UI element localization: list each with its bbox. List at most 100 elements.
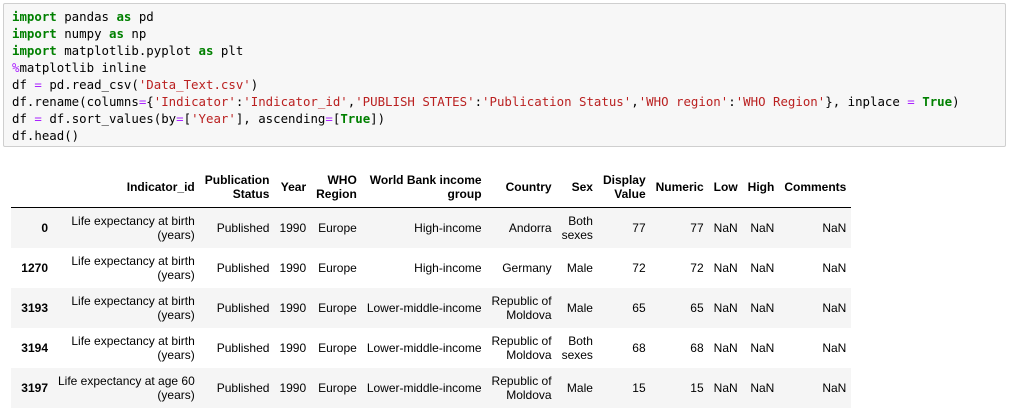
code-token: df.sort_values(by xyxy=(41,111,177,126)
code-token: pd xyxy=(131,9,154,24)
column-header-numeric: Numeric xyxy=(650,167,709,208)
cell-display-value: 15 xyxy=(598,368,651,408)
cell-text: Published xyxy=(216,300,270,315)
cell-text: NaN xyxy=(822,220,847,235)
cell-comments: NaN xyxy=(779,248,851,288)
cell-display-value: 72 xyxy=(598,248,651,288)
cell-text: High-income xyxy=(414,260,482,275)
cell-text: Europe xyxy=(318,300,357,315)
cell-country: Andorra xyxy=(487,208,557,248)
cell-who-region: Europe xyxy=(311,328,362,368)
cell-display-value: 77 xyxy=(598,208,651,248)
cell-text: NaN xyxy=(750,340,775,355)
code-token: [ xyxy=(332,111,341,126)
cell-text: Low xyxy=(713,180,738,194)
cell-text: sexes xyxy=(561,347,593,362)
column-header-country: Country xyxy=(486,167,557,208)
code-token: = xyxy=(907,94,915,109)
code-token: matplotlib inline xyxy=(19,60,147,75)
cell-comments: NaN xyxy=(779,368,851,408)
cell-low: NaN xyxy=(709,288,743,328)
cell-text: Published xyxy=(216,220,270,235)
cell-who-region: Europe xyxy=(311,368,362,408)
code-token: plt xyxy=(213,43,244,58)
column-header-low: Low xyxy=(708,167,743,208)
row-index: 3194 xyxy=(21,340,48,355)
table-row: 1270 Life expectancy at birth (years) Publi… xyxy=(11,247,852,288)
cell-text: (years) xyxy=(157,227,195,242)
cell-text: Europe xyxy=(318,380,357,395)
cell-world-bank-income-group: Lower-middle-income xyxy=(362,368,487,408)
table-row: 0 Life expectancy at birth (years) Publishe… xyxy=(11,207,852,248)
table-header-row: Indicator_id Publication Status Year WHO Regi… xyxy=(11,167,852,208)
row-index: 1270 xyxy=(21,260,48,275)
cell-high: NaN xyxy=(743,248,780,288)
cell-text: Year xyxy=(280,180,307,194)
code-token: pd.read_csv( xyxy=(41,77,139,92)
cell-text: 65 xyxy=(632,300,646,315)
code-token: : xyxy=(235,94,244,109)
code-token: df.head() xyxy=(12,128,80,143)
code-token: as xyxy=(108,26,124,41)
column-header-publication-status: Publication Status xyxy=(199,167,275,208)
cell-text: Numeric xyxy=(655,180,704,194)
code-token: }, inplace xyxy=(825,94,908,109)
cell-text: 15 xyxy=(690,380,704,395)
column-header-year: Year xyxy=(274,167,312,208)
cell-text: Life expectancy at birth xyxy=(71,213,195,228)
column-header-world-bank-income-group: World Bank income group xyxy=(361,167,487,208)
cell-comments: NaN xyxy=(779,328,851,368)
cell-text: 68 xyxy=(690,340,704,355)
row-index: 3197 xyxy=(21,380,48,395)
cell-text: 15 xyxy=(632,380,646,395)
code-token: df xyxy=(12,111,35,126)
cell-country: Republic of Moldova xyxy=(487,328,557,368)
cell-low: NaN xyxy=(709,208,743,248)
cell-text: 1990 xyxy=(279,260,307,275)
cell-text: 77 xyxy=(690,220,704,235)
cell-text: High xyxy=(747,180,775,194)
cell-text: Published xyxy=(216,340,270,355)
code-token: [ xyxy=(183,111,192,126)
cell-text: NaN xyxy=(750,260,775,275)
dataframe-output-table: Indicator_id Publication Status Year WHO Regi… xyxy=(11,167,852,408)
cell-indicator-id: Life expectancy at birth (years) xyxy=(53,288,200,328)
cell-low: NaN xyxy=(709,368,743,408)
cell-text: Republic of xyxy=(491,373,552,388)
cell-text: Publication xyxy=(204,173,270,187)
cell-text: Life expectancy at birth xyxy=(71,333,195,348)
cell-year: 1990 xyxy=(274,368,311,408)
cell-sex: Male xyxy=(557,368,598,408)
cell-text: 65 xyxy=(690,300,704,315)
cell-text: 1990 xyxy=(279,340,307,355)
cell-comments: NaN xyxy=(779,288,851,328)
cell-publication-status: Published xyxy=(200,248,275,288)
code-line: import numpy as np xyxy=(12,25,1005,42)
cell-text: Europe xyxy=(318,340,357,355)
code-cell[interactable]: import pandas as pd import numpy as np imp… xyxy=(3,3,1006,147)
cell-text: NaN xyxy=(750,220,775,235)
code-token: import xyxy=(12,26,57,41)
cell-text: Sex xyxy=(571,180,593,194)
code-token: numpy xyxy=(56,26,109,41)
cell-text: NaN xyxy=(713,380,738,395)
code-line: df = pd.read_csv('Data_Text.csv') xyxy=(12,76,1005,93)
code-line: df = df.sort_values(by=['Year'], ascendi… xyxy=(12,110,1005,127)
cell-text: NaN xyxy=(750,380,775,395)
cell-text: Life expectancy at birth xyxy=(71,253,195,268)
code-token: 'Data_Text.csv' xyxy=(138,77,251,92)
cell-country: Republic of Moldova xyxy=(487,288,557,328)
cell-who-region: Europe xyxy=(311,208,362,248)
cell-indicator-id: Life expectancy at age 60 (years) xyxy=(53,368,200,408)
cell-text: Europe xyxy=(318,260,357,275)
cell-text: 77 xyxy=(632,220,646,235)
cell-text: 1990 xyxy=(279,220,307,235)
cell-text: Status xyxy=(232,187,270,201)
cell-text: (years) xyxy=(157,347,195,362)
code-token: pandas xyxy=(56,9,117,24)
cell-numeric: 68 xyxy=(651,328,709,368)
cell-year: 1990 xyxy=(274,208,311,248)
cell-text: Male xyxy=(566,260,593,275)
cell-text: Republic of xyxy=(491,333,552,348)
code-token: as xyxy=(116,9,132,24)
